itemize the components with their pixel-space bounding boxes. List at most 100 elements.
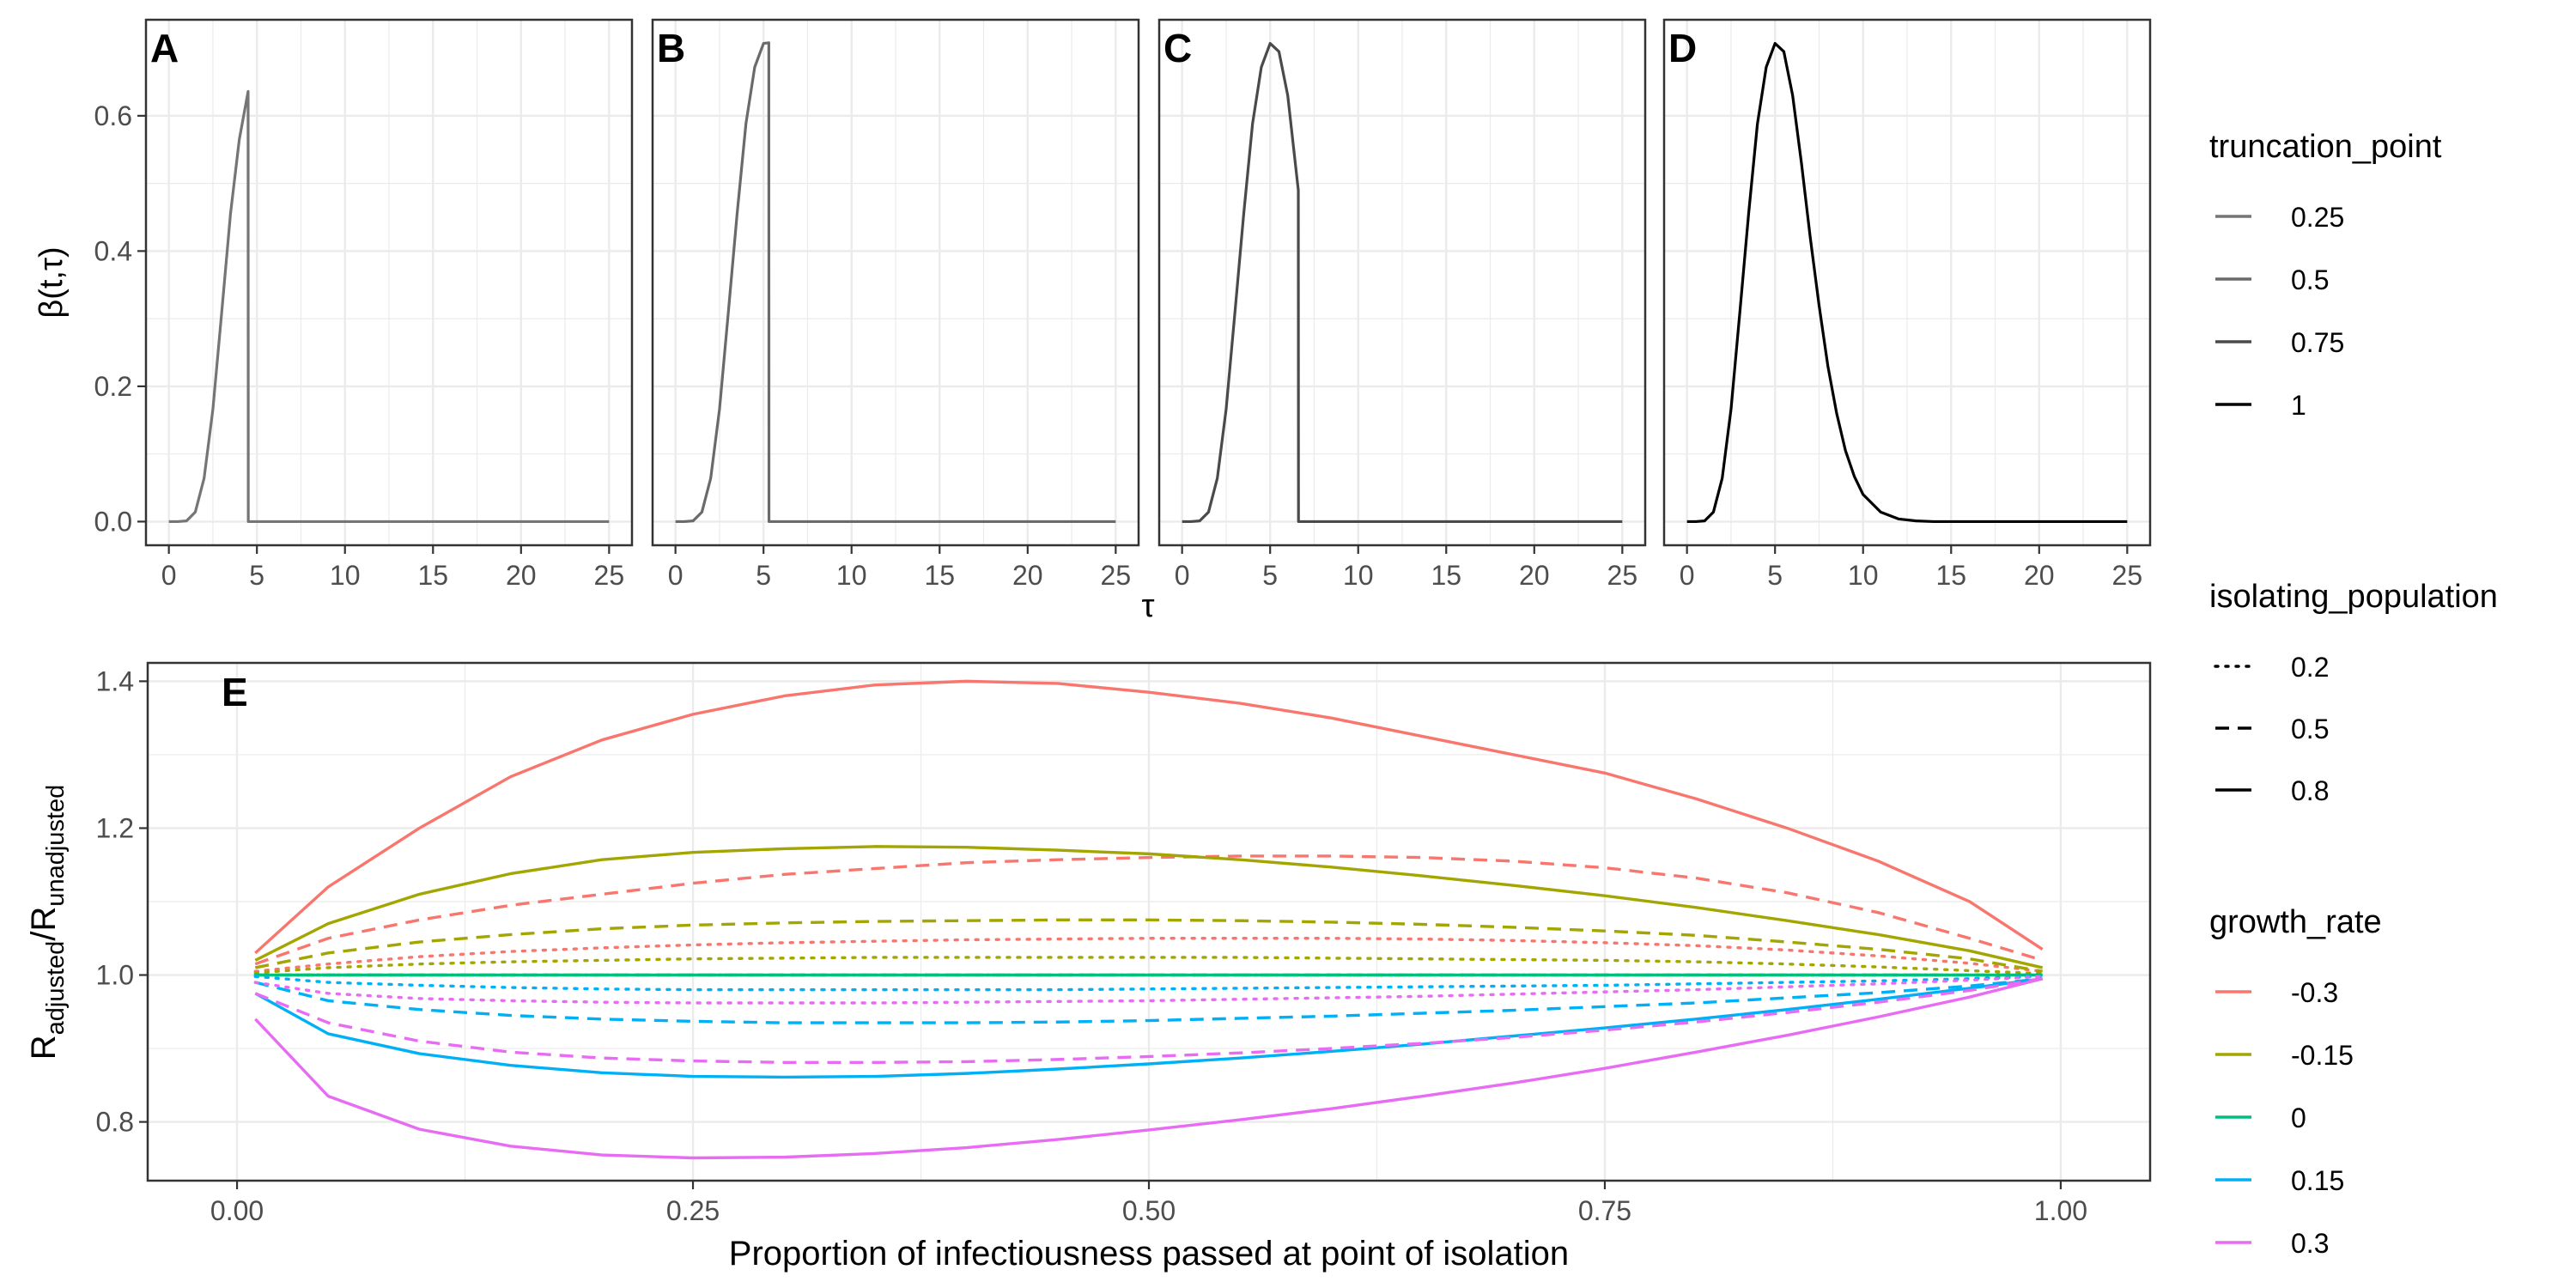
top-y-axis-label: β(t,τ) <box>33 246 70 318</box>
panel-e-series <box>253 679 2044 1160</box>
y-tick-label: 0.2 <box>94 371 132 402</box>
x-tick-label: 20 <box>2024 560 2055 591</box>
series-line <box>254 845 2044 969</box>
ylabel-separator: /R <box>25 907 63 941</box>
bottom-x-axis-label: Proportion of infectiousness passed at p… <box>729 1235 1569 1273</box>
x-tick-label: 10 <box>1343 560 1374 591</box>
legend-truncation-point: truncation_point 0.25 0.5 0.75 1 <box>2209 129 2442 421</box>
ylabel-r-adjusted: R <box>25 1035 63 1060</box>
y-tick-label: 0.6 <box>94 100 132 131</box>
y-tick-label: 1.0 <box>96 960 134 991</box>
x-tick-label: 5 <box>249 560 264 591</box>
series-line <box>254 977 2043 1024</box>
x-tick-label: 10 <box>330 560 361 591</box>
x-tick-label: 20 <box>506 560 537 591</box>
panel-d-axes: 0 5 10 15 20 25 <box>1680 545 2142 591</box>
legend-title-isolating-population: isolating_population <box>2209 579 2498 615</box>
ylabel-sub-adjusted: adjusted <box>42 941 70 1036</box>
x-tick-label: 25 <box>1101 560 1132 591</box>
legend-label: 1 <box>2291 390 2306 421</box>
x-tick-label: 10 <box>836 560 867 591</box>
ylabel-sub-unadjusted: unadjusted <box>42 785 70 907</box>
panel-b: 0 5 10 15 20 25 B <box>651 18 1140 591</box>
legend-title-truncation-point: truncation_point <box>2209 129 2442 165</box>
x-tick-label: 20 <box>1519 560 1550 591</box>
panel-c-tag: C <box>1163 26 1192 70</box>
x-tick-label: 25 <box>2112 560 2143 591</box>
legend-items-isolating-population: 0.2 0.5 0.8 <box>2214 652 2329 806</box>
legend-label: 0.75 <box>2291 327 2344 358</box>
x-tick-label: 15 <box>924 560 955 591</box>
panel-a: 0 5 10 15 20 25 0.0 0.2 0.4 0.6 A <box>94 18 634 591</box>
legend-label: 0.15 <box>2291 1165 2344 1196</box>
x-tick-label: 0 <box>1680 560 1695 591</box>
panel-c-border <box>1157 18 1647 547</box>
x-tick-label: 10 <box>1848 560 1879 591</box>
legend-isolating-population: isolating_population 0.2 0.5 0.8 <box>2209 579 2498 806</box>
legend-label: 0.8 <box>2291 775 2329 806</box>
series-line <box>254 977 2043 1079</box>
x-tick-label: 25 <box>594 560 625 591</box>
top-x-axis-label: τ <box>1141 588 1154 624</box>
x-tick-label: 1.00 <box>2034 1195 2087 1226</box>
y-tick-label: 0.4 <box>94 235 132 266</box>
series-line <box>1686 41 2128 524</box>
x-tick-label: 20 <box>1012 560 1043 591</box>
panel-a-axes: 0 5 10 15 20 25 0.0 0.2 0.4 0.6 <box>94 100 625 591</box>
panel-a-tag: A <box>150 26 179 70</box>
series-line <box>1182 41 1623 524</box>
bottom-y-axis-label: Radjusted/Runadjusted <box>25 785 70 1060</box>
panel-a-series <box>168 89 610 524</box>
x-tick-label: 0 <box>668 560 683 591</box>
panel-d-border <box>1662 18 2152 547</box>
x-tick-label: 25 <box>1607 560 1638 591</box>
panel-c: 0 5 10 15 20 25 C <box>1157 18 1647 591</box>
x-tick-label: 0.25 <box>666 1195 720 1226</box>
panel-b-axes: 0 5 10 15 20 25 <box>668 545 1131 591</box>
panel-e-tag: E <box>222 670 248 714</box>
legend-label: -0.3 <box>2291 977 2338 1008</box>
legend-label: 0.2 <box>2291 652 2329 683</box>
legend-label: 0.25 <box>2291 202 2344 233</box>
y-tick-label: 0.8 <box>96 1107 134 1138</box>
x-tick-label: 5 <box>1767 560 1783 591</box>
panel-d: 0 5 10 15 20 25 D <box>1662 18 2152 591</box>
x-tick-label: 15 <box>1431 560 1461 591</box>
panel-b-tag: B <box>657 26 685 70</box>
legend-label: 0.5 <box>2291 714 2329 744</box>
panel-e-axes: 0.00 0.25 0.50 0.75 1.00 0.8 1.0 1.2 1.4 <box>96 665 2088 1226</box>
legend-growth-rate: growth_rate -0.3 -0.15 0 0.15 0.3 <box>2209 904 2382 1259</box>
series-line <box>168 89 610 524</box>
y-tick-label: 1.4 <box>96 665 134 696</box>
legend-label: 0.3 <box>2291 1228 2329 1259</box>
panel-b-series <box>675 41 1116 524</box>
legend-label: 0 <box>2291 1103 2306 1133</box>
legend-items-growth-rate: -0.3 -0.15 0 0.15 0.3 <box>2215 977 2354 1259</box>
x-tick-label: 0 <box>161 560 177 591</box>
panel-d-series <box>1686 41 2128 524</box>
y-tick-label: 0.0 <box>94 506 132 537</box>
panel-a-border <box>144 18 634 547</box>
x-tick-label: 5 <box>756 560 771 591</box>
x-tick-label: 15 <box>1935 560 1966 591</box>
x-tick-label: 0 <box>1175 560 1190 591</box>
panel-a-grid <box>146 20 632 545</box>
series-line <box>675 41 1116 524</box>
series-line <box>254 679 2044 955</box>
legend-label: -0.15 <box>2291 1040 2354 1071</box>
x-tick-label: 5 <box>1262 560 1278 591</box>
x-tick-label: 0.50 <box>1122 1195 1176 1226</box>
legend-title-growth-rate: growth_rate <box>2209 904 2382 940</box>
panel-c-series <box>1182 41 1623 524</box>
series-line <box>254 977 2043 1064</box>
panel-e: 0.00 0.25 0.50 0.75 1.00 0.8 1.0 1.2 1.4 E <box>96 661 2152 1226</box>
x-tick-label: 0.75 <box>1578 1195 1631 1226</box>
panel-c-grid <box>1159 20 1645 545</box>
legend-items-truncation-point: 0.25 0.5 0.75 1 <box>2215 202 2344 421</box>
panel-c-axes: 0 5 10 15 20 25 <box>1175 545 1637 591</box>
panel-b-border <box>651 18 1140 547</box>
legend-label: 0.5 <box>2291 264 2329 295</box>
series-line <box>254 918 2043 973</box>
series-line <box>254 977 2044 1160</box>
